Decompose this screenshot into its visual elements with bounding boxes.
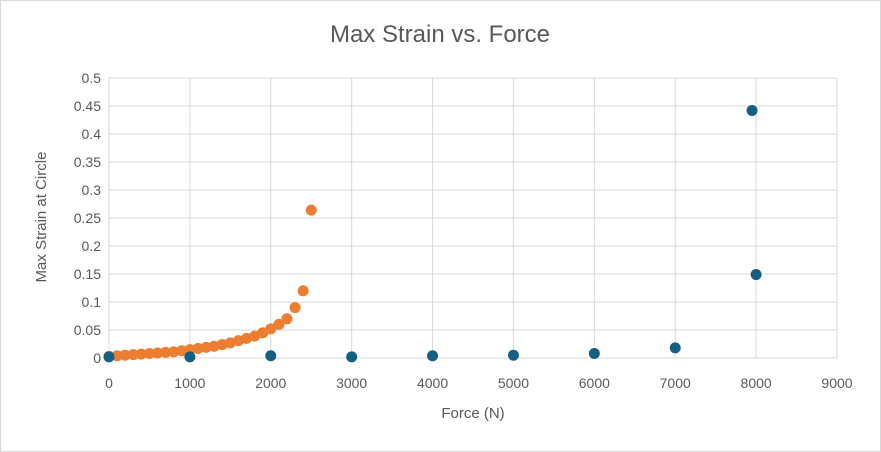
y-tick-label: 0.25: [74, 210, 101, 226]
y-tick-label: 0.15: [74, 266, 101, 282]
x-tick-label: 8000: [741, 375, 772, 391]
x-axis-ticks: 0 1000 2000 3000 4000 5000 6000 7000 8000 9000: [105, 375, 853, 391]
data-point-series-1: [289, 302, 301, 314]
data-point-series-1: [152, 347, 164, 359]
y-tick-label: 0.2: [82, 238, 102, 254]
data-point-series-1: [168, 346, 180, 358]
data-points: [103, 104, 762, 363]
data-point-series-1: [127, 349, 139, 361]
y-tick-label: 0.5: [82, 70, 102, 86]
y-tick-label: 0.45: [74, 98, 101, 114]
data-point-series-2: [184, 351, 196, 363]
data-point-series-2: [346, 351, 358, 363]
y-tick-label: 0.1: [82, 294, 102, 310]
data-point-series-1: [297, 285, 309, 297]
y-tick-label: 0: [93, 350, 101, 366]
y-tick-label: 0.3: [82, 182, 102, 198]
data-point-series-2: [507, 349, 519, 361]
chart-title: Max Strain vs. Force: [330, 21, 550, 48]
data-point-series-1: [265, 323, 277, 335]
data-point-series-2: [265, 350, 277, 362]
data-point-series-1: [273, 318, 285, 330]
data-point-series-2: [746, 104, 758, 116]
x-tick-label: 9000: [821, 375, 852, 391]
data-point-series-2: [427, 350, 439, 362]
data-point-series-1: [192, 342, 204, 354]
data-point-series-1: [281, 313, 293, 325]
y-axis-ticks: 0 0.05 0.1 0.15 0.2 0.25 0.3 0.35 0.4 0.45 0.5: [74, 70, 101, 366]
x-tick-label: 2000: [255, 375, 286, 391]
x-tick-label: 1000: [174, 375, 205, 391]
data-point-series-1: [160, 346, 172, 358]
data-point-series-1: [143, 348, 155, 360]
y-tick-label: 0.05: [74, 322, 101, 338]
x-tick-label: 5000: [498, 375, 529, 391]
y-tick-label: 0.4: [82, 126, 102, 142]
data-point-series-1: [305, 204, 317, 216]
data-point-series-1: [200, 341, 212, 353]
data-point-series-1: [111, 350, 123, 362]
x-tick-label: 4000: [417, 375, 448, 391]
data-point-series-1: [135, 348, 147, 360]
y-tick-label: 0.35: [74, 154, 101, 170]
x-tick-label: 0: [105, 375, 113, 391]
x-tick-label: 3000: [336, 375, 367, 391]
gridlines: [108, 77, 838, 358]
data-point-series-2: [588, 348, 600, 360]
x-tick-label: 7000: [660, 375, 691, 391]
data-point-series-2: [103, 351, 115, 363]
x-axis-title: Force (N): [441, 405, 504, 422]
y-axis-title: Max Strain at Circle: [33, 152, 50, 283]
data-point-series-2: [669, 342, 681, 354]
data-point-series-1: [176, 345, 188, 357]
data-point-series-1: [119, 349, 131, 361]
x-tick-label: 6000: [579, 375, 610, 391]
data-point-series-2: [750, 269, 762, 281]
